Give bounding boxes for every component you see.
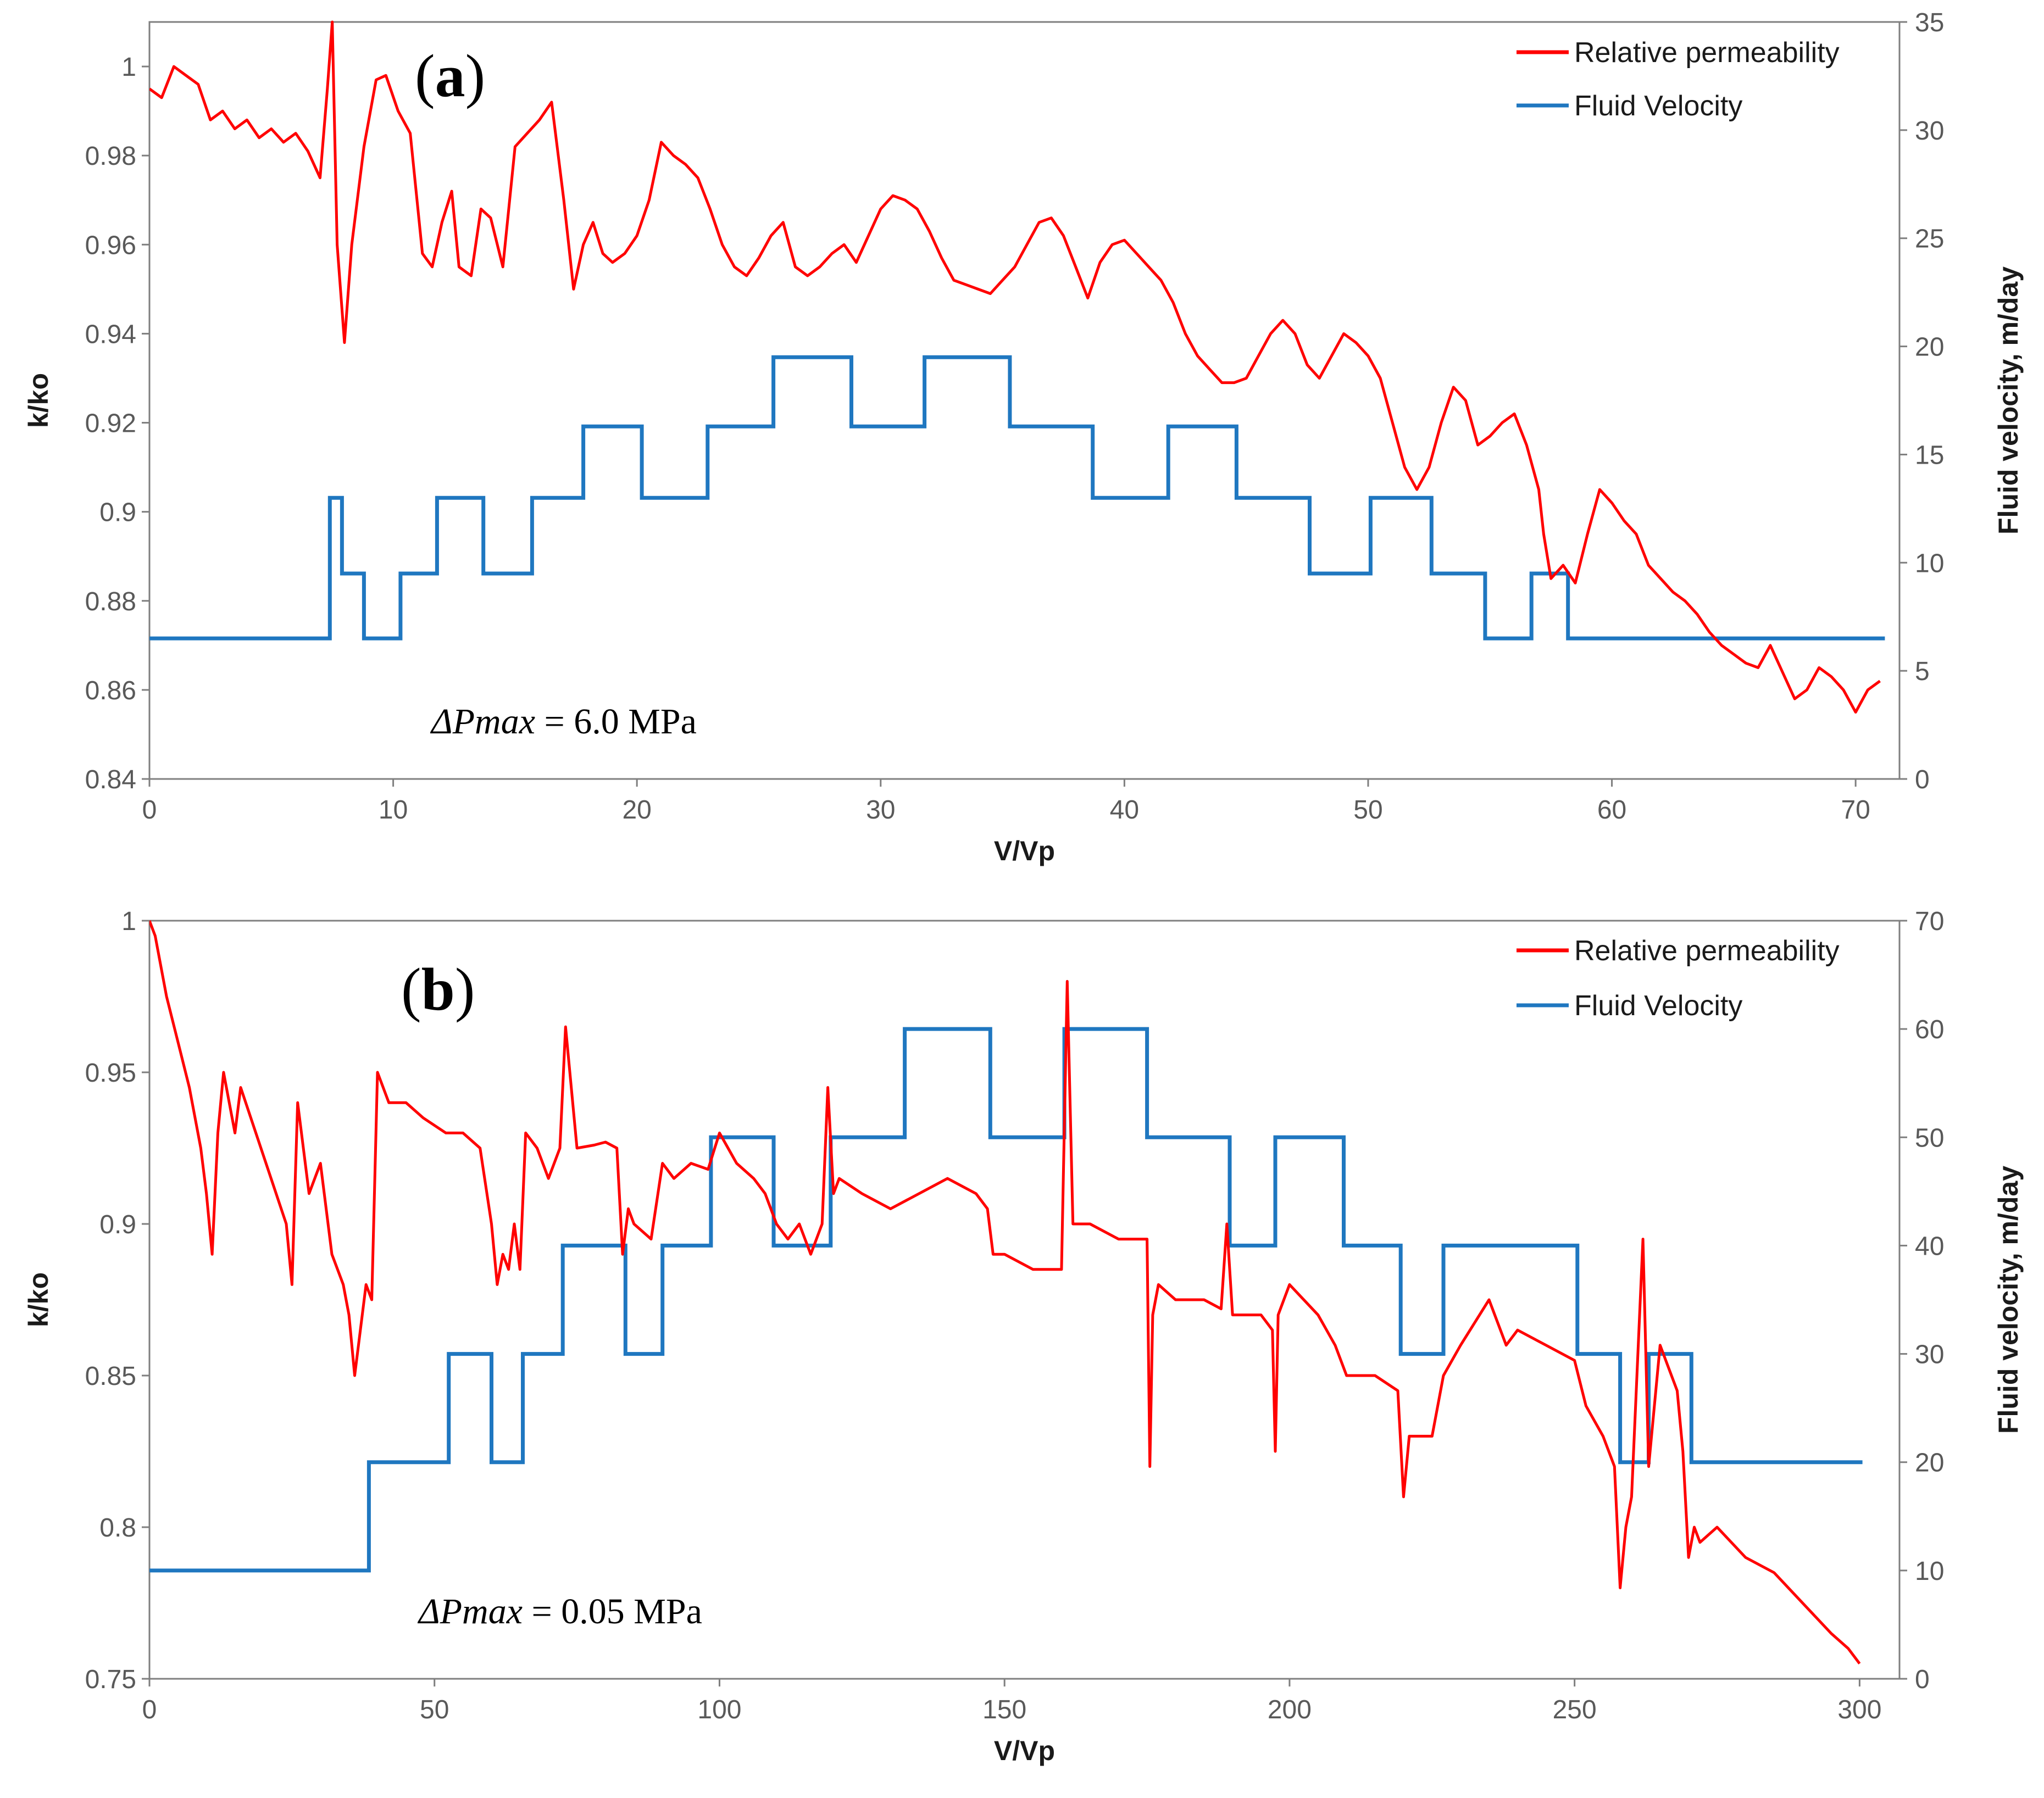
y2-tick-label: 30	[1915, 1340, 1944, 1370]
legend: Relative permeability Fluid Velocity	[1517, 37, 1840, 122]
panel-label: (b)	[401, 956, 475, 1023]
x-axis-title: V/Vp	[994, 1735, 1055, 1766]
y2-tick-label: 5	[1915, 657, 1930, 686]
y2-tick-label: 0	[1915, 765, 1930, 794]
y-tick-label: 0.98	[85, 142, 136, 171]
y-tick-label: 0.92	[85, 409, 136, 438]
chart-panel-a: 0 10 20 30 40 50 60 700.840.860.880.90.920.940.…	[23, 8, 2024, 866]
y2-tick-label: 20	[1915, 333, 1944, 362]
y-tick-label: 0.88	[85, 587, 136, 616]
y2-tick-label: 15	[1915, 441, 1944, 470]
y-tick-label: 0.95	[85, 1059, 136, 1088]
y2-tick-label: 50	[1915, 1123, 1944, 1153]
y-tick-label: 0.9	[99, 498, 136, 527]
y-tick-label: 0.94	[85, 320, 136, 349]
y2-tick-label: 0	[1915, 1665, 1930, 1694]
x-tick-label: 30	[866, 795, 895, 825]
y-tick-label: 1	[121, 907, 136, 936]
legend-label-relative-permeability: Relative permeability	[1574, 37, 1840, 69]
y-axis-title: k/ko	[23, 373, 54, 428]
series-line-relative-permeability	[149, 20, 1881, 714]
x-tick-label: 300	[1837, 1695, 1881, 1724]
x-tick-label: 0	[142, 1695, 157, 1724]
y-tick-label: 1	[121, 53, 136, 82]
series-line-fluid-velocity	[149, 355, 1885, 641]
x-tick-label: 20	[622, 795, 651, 825]
legend: Relative permeability Fluid Velocity	[1517, 935, 1840, 1022]
y2-tick-label: 60	[1915, 1015, 1944, 1044]
y-axis-title: k/ko	[23, 1272, 54, 1327]
y-tick-label: 0.9	[99, 1210, 136, 1239]
series-line-fluid-velocity	[149, 1027, 1863, 1573]
x-tick-label: 10	[379, 795, 408, 825]
y-tick-label: 0.96	[85, 231, 136, 260]
legend-label-relative-permeability: Relative permeability	[1574, 935, 1840, 967]
y2-tick-label: 10	[1915, 549, 1944, 578]
x-tick-label: 70	[1841, 795, 1870, 825]
y2-tick-label: 30	[1915, 116, 1944, 146]
y2-tick-label: 10	[1915, 1557, 1944, 1586]
pressure-annotation: ΔPmax = 0.05 MPa	[417, 1591, 702, 1632]
x-tick-label: 150	[982, 1695, 1026, 1724]
y2-axis-title: Fluid velocity, m/day	[1993, 1166, 2024, 1434]
y-tick-label: 0.84	[85, 765, 136, 794]
panel-label: (a)	[415, 42, 485, 109]
y2-tick-label: 40	[1915, 1232, 1944, 1261]
y2-tick-label: 20	[1915, 1449, 1944, 1478]
x-axis-title: V/Vp	[994, 836, 1055, 866]
legend-label-fluid-velocity: Fluid Velocity	[1574, 990, 1742, 1022]
legend-label-fluid-velocity: Fluid Velocity	[1574, 90, 1742, 122]
x-tick-label: 50	[1353, 795, 1382, 825]
x-tick-label: 0	[142, 795, 157, 825]
y-tick-label: 0.75	[85, 1665, 136, 1694]
y-tick-label: 0.85	[85, 1362, 136, 1391]
y2-tick-label: 70	[1915, 907, 1944, 936]
plot-frame	[148, 21, 1901, 780]
series-line-relative-permeability	[149, 920, 1861, 1665]
x-tick-label: 60	[1597, 795, 1626, 825]
x-tick-label: 250	[1553, 1695, 1597, 1724]
x-tick-label: 50	[420, 1695, 449, 1724]
y-tick-label: 0.86	[85, 676, 136, 705]
x-tick-label: 100	[697, 1695, 741, 1724]
x-tick-label: 200	[1268, 1695, 1312, 1724]
y2-tick-label: 25	[1915, 225, 1944, 254]
y-tick-label: 0.8	[99, 1513, 136, 1543]
pressure-annotation: ΔPmax = 6.0 MPa	[430, 702, 697, 742]
y2-tick-label: 35	[1915, 8, 1944, 37]
chart-panel-b: 0 50 100 150 200 250 3000.750.80.850.90.951010…	[23, 907, 2024, 1766]
x-tick-label: 40	[1110, 795, 1139, 825]
plot-frame	[148, 920, 1901, 1680]
y2-axis-title: Fluid velocity, m/day	[1993, 266, 2024, 535]
